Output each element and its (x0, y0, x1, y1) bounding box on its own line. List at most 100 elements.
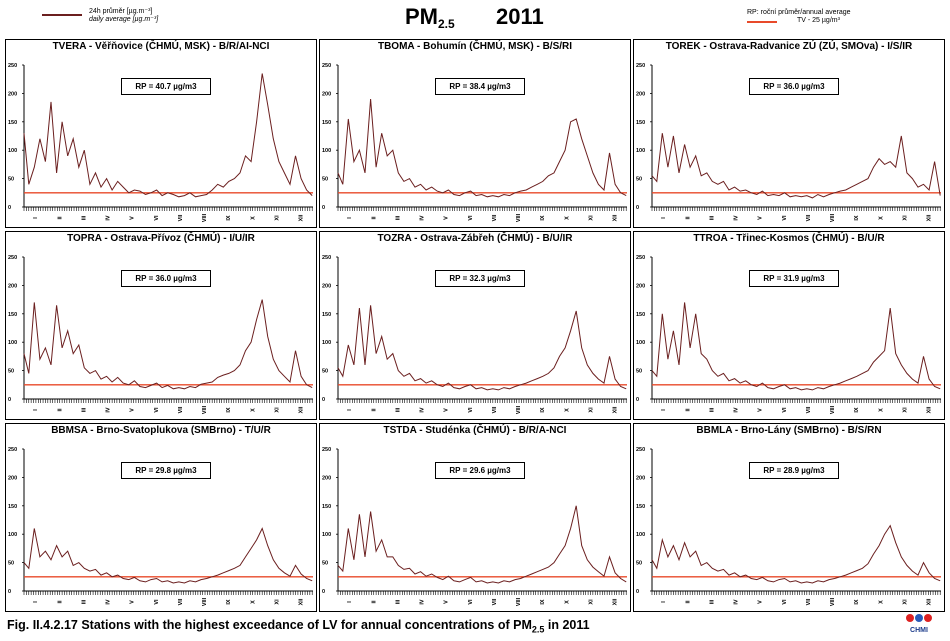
y-tick-label: 250 (8, 447, 17, 453)
x-month-label: XII (613, 214, 619, 221)
y-tick-label: 250 (8, 63, 17, 69)
caption-prefix: Fig. II.4.2.17 Stations with the highest… (7, 618, 532, 632)
x-month-label: XII (613, 406, 619, 413)
annual-average-box: RP = 36.0 µg/m3 (749, 78, 839, 95)
y-tick-label: 100 (636, 148, 645, 154)
x-month-label: V (444, 216, 450, 220)
x-month-label: III (395, 407, 401, 412)
y-tick-label: 200 (636, 283, 645, 289)
x-month-label: V (758, 216, 764, 220)
x-month-label: IX (226, 407, 232, 413)
chart-panel: TOZRA - Ostrava-Zábřeh (ČHMÚ) - B/U/IR 0 5… (319, 231, 631, 420)
y-tick-label: 100 (8, 340, 17, 346)
x-month-label: XI (588, 599, 594, 605)
y-tick-label: 100 (8, 148, 17, 154)
y-tick-label: 200 (636, 91, 645, 97)
x-month-label: XII (299, 598, 305, 605)
y-tick-label: 250 (322, 63, 331, 69)
x-month-label: XII (299, 406, 305, 413)
annual-average-box: RP = 38.4 µg/m3 (435, 78, 525, 95)
x-month-label: III (709, 407, 715, 412)
x-month-label: XII (299, 214, 305, 221)
x-month-label: I (347, 409, 353, 411)
x-month-label: VII (492, 598, 498, 605)
y-tick-label: 250 (636, 63, 645, 69)
x-month-label: IX (854, 407, 860, 413)
x-month-label: I (661, 217, 667, 219)
daily-series-line (23, 527, 313, 584)
x-month-label: IX (540, 407, 546, 413)
x-month-label: III (81, 407, 87, 412)
x-month-label: VIII (516, 405, 522, 414)
x-month-label: VI (468, 215, 474, 221)
y-tick-label: 150 (8, 312, 17, 318)
annual-average-box: RP = 36.0 µg/m3 (121, 270, 211, 287)
x-month-label: III (395, 215, 401, 220)
y-tick-label: 200 (322, 283, 331, 289)
x-month-label: VI (154, 215, 160, 221)
page-title: PM2.5 (405, 4, 455, 31)
x-month-label: VIII (830, 597, 836, 606)
y-tick-label: 100 (636, 532, 645, 538)
x-month-label: IV (106, 215, 112, 221)
x-month-label: IX (854, 599, 860, 605)
y-tick-label: 50 (322, 177, 328, 183)
panel-title: TOPRA - Ostrava-Přívoz (ČHMÚ) - I/U/IR (67, 233, 255, 244)
x-month-label: VIII (516, 213, 522, 222)
y-tick-label: 0 (8, 205, 11, 211)
x-month-label: VII (178, 598, 184, 605)
y-tick-label: 150 (8, 120, 17, 126)
x-month-label: VIII (516, 597, 522, 606)
y-tick-label: 150 (636, 312, 645, 318)
annual-average-box: RP = 40.7 µg/m3 (121, 78, 211, 95)
x-month-label: II (57, 600, 63, 604)
y-tick-label: 150 (322, 504, 331, 510)
panel-title: BBMSA - Brno-Svatoplukova (SMBrno) - T/U… (51, 425, 271, 436)
y-tick-label: 0 (322, 397, 325, 403)
x-month-label: I (661, 409, 667, 411)
y-tick-label: 200 (8, 283, 17, 289)
y-tick-label: 50 (8, 369, 14, 375)
annual-average-box: RP = 29.6 µg/m3 (435, 462, 525, 479)
annual-average-box: RP = 28.9 µg/m3 (749, 462, 839, 479)
y-tick-label: 50 (322, 561, 328, 567)
figure-caption: Fig. II.4.2.17 Stations with the highest… (7, 618, 590, 635)
x-month-label: X (250, 216, 256, 220)
x-month-label: I (661, 601, 667, 603)
x-month-label: V (444, 600, 450, 604)
x-month-label: IV (734, 407, 740, 413)
x-month-label: IX (226, 599, 232, 605)
x-month-label: V (130, 408, 136, 412)
chart-panel: TOREK - Ostrava-Radvanice ZÚ (ZÚ, SMOva)… (633, 39, 945, 228)
x-month-label: I (347, 601, 353, 603)
x-month-label: IX (226, 215, 232, 221)
x-month-label: V (758, 600, 764, 604)
x-month-label: III (709, 215, 715, 220)
x-month-label: XI (588, 407, 594, 413)
y-tick-label: 50 (636, 561, 642, 567)
legend-daily-en: daily average [µg.m⁻³] (89, 16, 159, 23)
x-month-label: V (758, 408, 764, 412)
x-month-label: VI (782, 215, 788, 221)
y-tick-label: 250 (8, 255, 17, 261)
x-month-label: II (685, 600, 691, 604)
x-month-label: III (81, 599, 87, 604)
chart-panel: TSTDA - Studénka (ČHMÚ) - B/R/A-NCI 0 50 10… (319, 423, 631, 612)
y-tick-label: 100 (8, 532, 17, 538)
x-month-label: IV (420, 599, 426, 605)
y-tick-label: 150 (636, 120, 645, 126)
legend-tv: TV - 25 µg/m³ (797, 17, 840, 24)
x-month-label: I (33, 217, 39, 219)
panel-title: TBOMA - Bohumín (ČHMÚ, MSK) - B/S/RI (377, 41, 573, 52)
y-tick-label: 50 (322, 369, 328, 375)
y-tick-label: 100 (636, 340, 645, 346)
y-tick-label: 0 (636, 205, 639, 211)
y-tick-label: 0 (8, 589, 11, 595)
x-month-label: II (685, 408, 691, 412)
y-tick-label: 250 (636, 447, 645, 453)
x-month-label: VIII (830, 213, 836, 222)
y-tick-label: 100 (322, 340, 331, 346)
